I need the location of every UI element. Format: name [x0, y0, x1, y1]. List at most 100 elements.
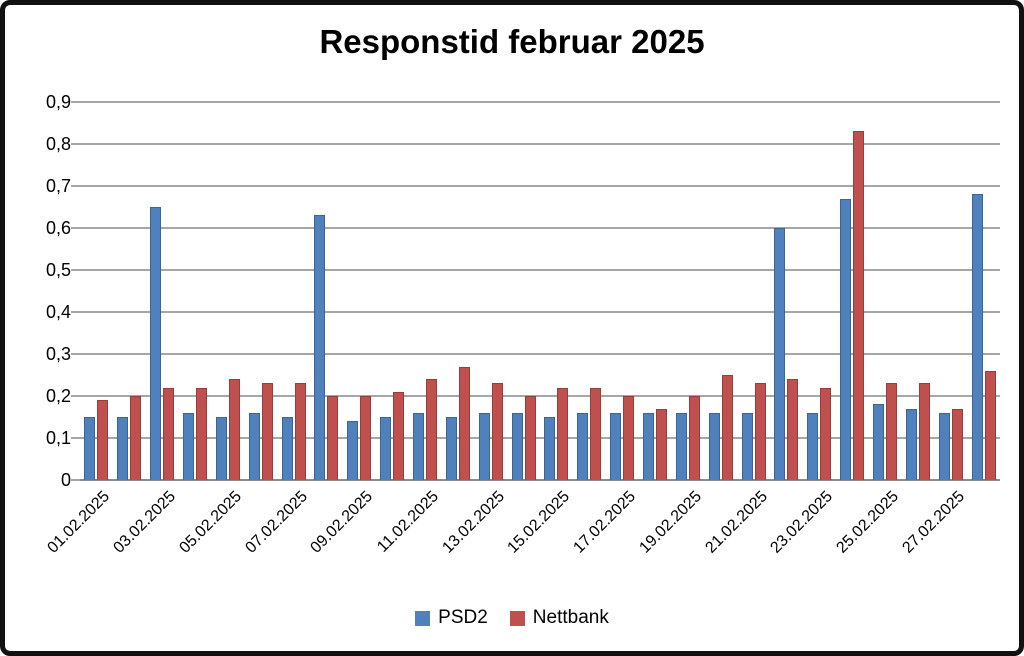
bar-nettbank-01.02.2025 — [97, 400, 109, 480]
bar-group-14.02.2025 — [507, 102, 540, 480]
y-tick-0,5 — [71, 269, 80, 271]
x-axis-label-17.02.2025: 17.02.2025 — [570, 488, 640, 557]
gridline-0,6 — [80, 227, 1000, 229]
bar-nettbank-17.02.2025 — [623, 396, 635, 480]
bar-nettbank-02.02.2025 — [130, 396, 142, 480]
bar-psd2-12.02.2025 — [445, 417, 457, 480]
gridline-0,7 — [80, 185, 1000, 187]
bar-group-26.02.2025 — [901, 102, 934, 480]
bar-group-28.02.2025 — [967, 102, 1000, 480]
bar-nettbank-23.02.2025 — [820, 387, 832, 480]
bar-group-08.02.2025 — [310, 102, 343, 480]
bar-group-25.02.2025 — [869, 102, 902, 480]
bar-group-16.02.2025 — [573, 102, 606, 480]
bar-group-04.02.2025 — [179, 102, 212, 480]
y-axis-label-0,3: 0,3 — [45, 344, 71, 364]
bar-group-18.02.2025 — [639, 102, 672, 480]
bar-group-13.02.2025 — [474, 102, 507, 480]
bar-psd2-07.02.2025 — [281, 417, 293, 480]
x-axis-label-27.02.2025: 27.02.2025 — [899, 488, 968, 557]
x-axis-label-09.02.2025: 09.02.2025 — [307, 488, 377, 557]
bar-nettbank-18.02.2025 — [656, 408, 668, 480]
bar-group-09.02.2025 — [343, 102, 376, 480]
bar-psd2-09.02.2025 — [347, 421, 359, 480]
x-axis-label-15.02.2025: 15.02.2025 — [504, 488, 574, 557]
y-tick-0,3 — [71, 353, 80, 355]
gridline-0,3 — [80, 353, 1000, 355]
bar-nettbank-11.02.2025 — [426, 379, 438, 480]
bar-psd2-15.02.2025 — [544, 417, 556, 480]
bar-group-24.02.2025 — [836, 102, 869, 480]
y-tick-0,7 — [71, 185, 80, 187]
bar-psd2-25.02.2025 — [873, 404, 885, 480]
x-axis-label-01.02.2025: 01.02.2025 — [44, 488, 114, 557]
bar-nettbank-22.02.2025 — [787, 379, 799, 480]
bar-group-15.02.2025 — [540, 102, 573, 480]
bar-nettbank-25.02.2025 — [886, 383, 898, 480]
bar-psd2-22.02.2025 — [774, 228, 786, 480]
gridline-0,5 — [80, 269, 1000, 271]
bar-nettbank-04.02.2025 — [196, 387, 207, 480]
bar-group-03.02.2025 — [146, 102, 179, 480]
bar-nettbank-12.02.2025 — [458, 366, 470, 480]
bar-psd2-27.02.2025 — [938, 412, 950, 480]
legend-item-psd2: PSD2 — [415, 607, 488, 629]
bar-psd2-26.02.2025 — [905, 408, 917, 480]
bar-nettbank-09.02.2025 — [360, 396, 372, 480]
x-axis-label-19.02.2025: 19.02.2025 — [636, 488, 705, 557]
bar-psd2-11.02.2025 — [413, 412, 425, 480]
gridline-0,1 — [80, 437, 1000, 439]
bar-group-23.02.2025 — [803, 102, 836, 480]
psd2-color-swatch — [415, 610, 431, 626]
bar-group-17.02.2025 — [606, 102, 639, 480]
gridline-0,2 — [80, 395, 1000, 397]
y-axis-label-0,5: 0,5 — [45, 260, 71, 280]
bar-psd2-16.02.2025 — [577, 412, 589, 480]
x-axis-label-07.02.2025: 07.02.2025 — [241, 488, 311, 557]
y-axis-label-0,6: 0,6 — [45, 218, 71, 238]
y-tick-0,4 — [71, 311, 80, 313]
gridline-0 — [80, 479, 1000, 481]
x-axis-label-11.02.2025: 11.02.2025 — [374, 488, 443, 556]
nettbank-color-swatch — [509, 610, 525, 626]
bar-nettbank-06.02.2025 — [261, 383, 273, 480]
bar-group-27.02.2025 — [934, 102, 967, 480]
bar-psd2-14.02.2025 — [511, 412, 523, 480]
bar-psd2-28.02.2025 — [971, 194, 983, 480]
bar-group-11.02.2025 — [409, 102, 442, 480]
y-axis-label-0,2: 0,2 — [45, 386, 71, 406]
bar-psd2-10.02.2025 — [380, 417, 392, 480]
bar-group-19.02.2025 — [671, 102, 704, 480]
bar-psd2-01.02.2025 — [84, 417, 96, 480]
y-axis-label-0,4: 0,4 — [45, 302, 71, 322]
bar-psd2-05.02.2025 — [215, 417, 227, 480]
gridline-0,9 — [80, 101, 1000, 103]
bar-psd2-02.02.2025 — [117, 417, 129, 480]
bar-psd2-06.02.2025 — [248, 412, 260, 480]
bar-nettbank-03.02.2025 — [163, 387, 175, 480]
x-axis-label-25.02.2025: 25.02.2025 — [833, 488, 903, 557]
gridline-0,4 — [80, 311, 1000, 313]
bar-group-22.02.2025 — [770, 102, 803, 480]
bar-nettbank-13.02.2025 — [491, 383, 503, 480]
y-tick-0 — [71, 479, 80, 481]
bar-psd2-18.02.2025 — [643, 412, 655, 480]
x-axis-label-13.02.2025: 13.02.2025 — [439, 488, 508, 557]
bar-psd2-03.02.2025 — [150, 207, 162, 480]
bar-psd2-24.02.2025 — [840, 198, 852, 480]
chart-title: Responstid februar 2025 — [319, 23, 705, 60]
bar-nettbank-07.02.2025 — [294, 383, 306, 480]
y-axis-label-0: 0 — [60, 470, 71, 490]
y-axis-label-0,7: 0,7 — [45, 176, 71, 196]
x-axis-label-05.02.2025: 05.02.2025 — [176, 488, 245, 557]
y-axis-label-0,8: 0,8 — [45, 134, 71, 154]
bar-nettbank-10.02.2025 — [393, 391, 405, 480]
bar-group-10.02.2025 — [376, 102, 409, 480]
bar-psd2-21.02.2025 — [741, 412, 753, 480]
bar-psd2-20.02.2025 — [708, 412, 720, 480]
bar-group-05.02.2025 — [211, 102, 244, 480]
bar-nettbank-21.02.2025 — [754, 383, 766, 480]
bar-nettbank-05.02.2025 — [228, 379, 240, 480]
bar-group-12.02.2025 — [441, 102, 474, 480]
